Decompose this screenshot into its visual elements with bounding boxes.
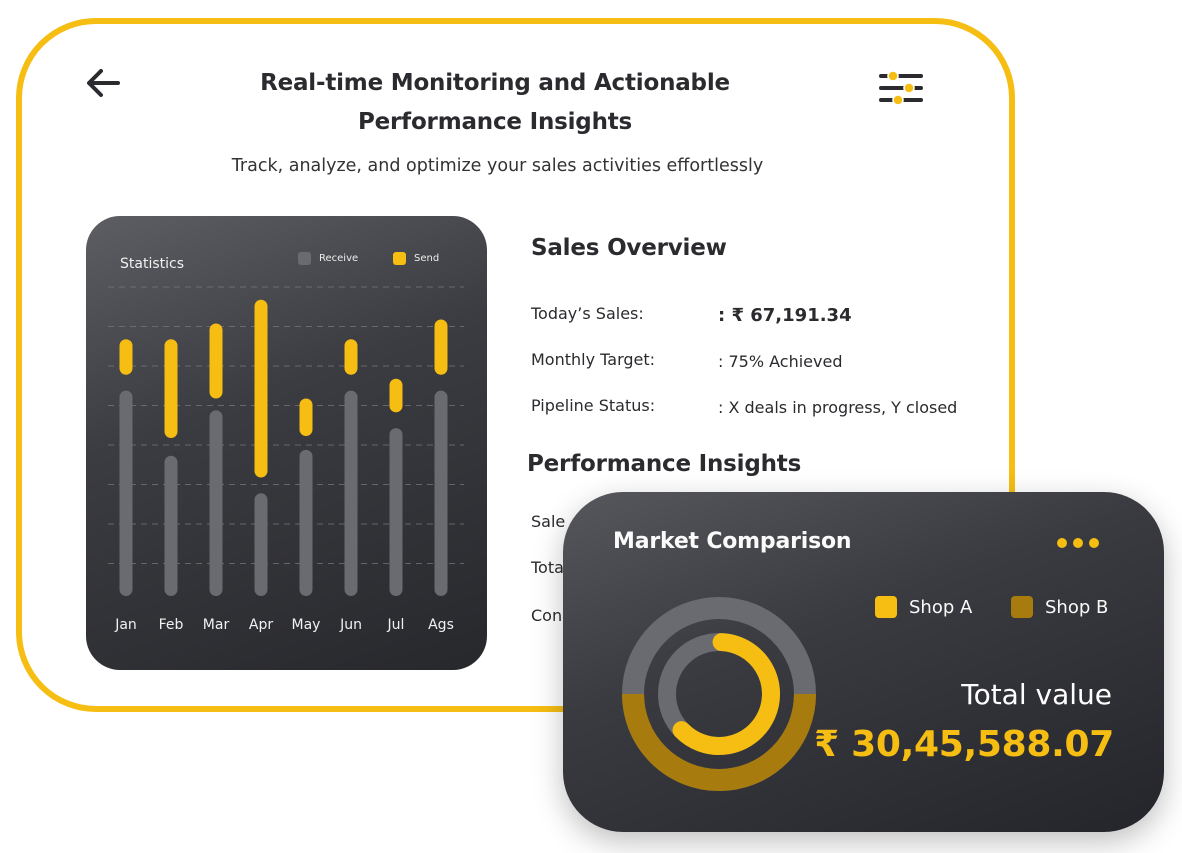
pipeline-status-label: Pipeline Status:: [531, 396, 656, 415]
donut-shop-a-arc: [672, 633, 780, 755]
legend-send-label: Send: [414, 253, 440, 264]
send-bar-jul: [389, 378, 403, 413]
x-tick-label-jun: Jun: [339, 617, 362, 633]
receive-bar-jun: [344, 390, 358, 596]
insight-row-1: Sale: [531, 512, 566, 531]
arrow-left-icon: [87, 69, 120, 97]
legend-receive: Receive: [298, 252, 358, 265]
market-donut-chart: [622, 597, 816, 791]
receive-bar-ags: [434, 390, 448, 596]
send-bar-jun: [344, 339, 358, 375]
market-comparison-title: Market Comparison: [613, 529, 852, 554]
receive-bar-feb: [164, 455, 178, 596]
monthly-target-label: Monthly Target:: [531, 350, 656, 369]
send-bar-jan: [119, 339, 133, 375]
page-title-line-1: Real-time Monitoring and Actionable: [260, 70, 730, 96]
legend-send: Send: [393, 252, 439, 265]
more-horizontal-icon-dot: [1057, 538, 1067, 548]
send-bar-apr: [254, 299, 268, 478]
market-comparison-card: Market Comparison Shop A Shop B Total va…: [563, 492, 1164, 832]
total-value-amount: ₹ 30,45,588.07: [814, 724, 1114, 765]
performance-insights-title: Performance Insights: [527, 451, 802, 477]
pipeline-status-value: : X deals in progress, Y closed: [718, 398, 958, 417]
legend-shop-b-label: Shop B: [1045, 596, 1109, 618]
send-bar-feb: [164, 339, 178, 438]
receive-bar-may: [299, 449, 313, 596]
send-bar-ags: [434, 319, 448, 375]
sales-overview-title: Sales Overview: [531, 235, 727, 261]
receive-bar-mar: [209, 410, 223, 596]
donut-shop-b-arc: [622, 693, 816, 791]
receive-bar-jan: [119, 390, 133, 596]
send-bar-mar: [209, 323, 223, 399]
x-tick-label-jan: Jan: [114, 617, 137, 633]
legend-shop-a-swatch: [875, 596, 897, 618]
more-options-button[interactable]: [1057, 538, 1099, 548]
legend-receive-swatch: [298, 252, 311, 265]
x-tick-label-apr: Apr: [249, 617, 273, 633]
page-title-line-2: Performance Insights: [357, 109, 633, 135]
receive-bar-jul: [389, 428, 403, 596]
insight-row-3: Con: [531, 606, 563, 625]
more-horizontal-icon-dot: [1089, 538, 1099, 548]
todays-sales-value: : ₹ 67,191.34: [718, 305, 852, 326]
todays-sales-label: Today’s Sales:: [531, 304, 644, 323]
legend-shop-a: Shop A: [875, 596, 972, 618]
page-subtitle: Track, analyze, and optimize your sales …: [231, 156, 764, 176]
receive-bar-apr: [254, 493, 268, 596]
filter-button[interactable]: [876, 70, 926, 110]
x-tick-label-mar: Mar: [203, 617, 230, 633]
statistics-chart: Jan Feb Mar Apr May Jun Jul Ags: [108, 286, 464, 633]
monthly-target-value: : 75% Achieved: [718, 352, 843, 371]
legend-shop-a-label: Shop A: [909, 596, 973, 618]
legend-send-swatch: [393, 252, 406, 265]
x-tick-label-may: May: [292, 617, 321, 633]
legend-shop-b: Shop B: [1011, 596, 1108, 618]
total-value-label: Total value: [961, 678, 1112, 711]
insight-row-2: Tota: [531, 558, 564, 577]
page-title: Real-time Monitoring and Actionable Perf…: [230, 64, 760, 142]
legend-receive-label: Receive: [319, 253, 359, 264]
statistics-title: Statistics: [120, 256, 184, 272]
x-tick-label-feb: Feb: [159, 617, 184, 633]
x-tick-label-jul: Jul: [387, 617, 405, 633]
more-horizontal-icon-dot: [1073, 538, 1083, 548]
sliders-icon: [879, 70, 923, 106]
legend-shop-b-swatch: [1011, 596, 1033, 618]
x-tick-label-ags: Ags: [428, 617, 454, 633]
statistics-card: Jan Feb Mar Apr May Jun Jul Ags Statistics Rece…: [86, 216, 487, 670]
send-bar-may: [299, 398, 313, 437]
back-button[interactable]: [84, 62, 124, 102]
